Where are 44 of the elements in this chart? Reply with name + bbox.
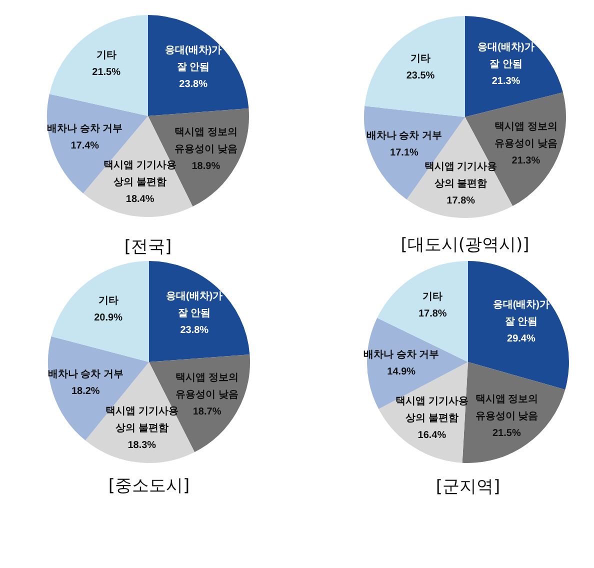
slice-label: 배차나 승차 거부 bbox=[47, 124, 123, 135]
slice-label: 택시앱 기기사용 상의 불편함 bbox=[396, 396, 468, 424]
data-label: 18.4% bbox=[126, 194, 154, 205]
data-label: 17.8% bbox=[446, 195, 476, 206]
data-label: 18.3% bbox=[128, 440, 156, 452]
data-label: 20.9% bbox=[94, 312, 123, 324]
data-label: 21.3% bbox=[492, 76, 520, 88]
slice-label: 응대(배차)가 잘 안됨 bbox=[478, 42, 534, 70]
slice-label: 응대(배차)가 잘 안됨 bbox=[492, 300, 550, 328]
data-label: 21.5% bbox=[92, 67, 121, 78]
slice-label: 배차나 승차 거부 bbox=[364, 349, 440, 360]
slice-label: 택시앱 정보의 유용성이 낮음 bbox=[176, 372, 238, 401]
slice-label: 기타 bbox=[96, 50, 116, 62]
slice-label: 배차나 승차 거부 bbox=[48, 368, 124, 380]
slice-label: 택시앱 정보의 유용성이 낮음 bbox=[475, 394, 538, 422]
text: [대도시(광역시)] bbox=[400, 234, 530, 256]
slice-label: 택시앱 기기사용 상의 불편함 bbox=[424, 161, 498, 190]
slice-label: 택시앱 기기사용 상의 불편함 bbox=[104, 160, 176, 188]
data-label: 18.7% bbox=[192, 406, 222, 418]
slice-label: 택시앱 정보의 유용성이 낮음 bbox=[174, 126, 238, 155]
text: [전국] bbox=[123, 236, 173, 258]
slice-label: 배차나 승차 거부 bbox=[366, 130, 442, 142]
data-label: 17.8% bbox=[418, 308, 447, 320]
slice-label: 기타 bbox=[410, 54, 430, 65]
slice-label: 응대(배차)가 잘 안됨 bbox=[164, 44, 222, 73]
slice-label: 기타 bbox=[98, 295, 118, 306]
slice-label: 택시앱 정보의 유용성이 낮음 bbox=[494, 122, 558, 150]
data-label: 18.9% bbox=[192, 160, 220, 172]
data-label: 23.8% bbox=[180, 324, 209, 336]
data-label: 21.3% bbox=[512, 156, 540, 167]
data-label: 17.4% bbox=[70, 140, 100, 152]
data-label: 16.4% bbox=[418, 430, 446, 441]
data-label: 14.9% bbox=[387, 366, 416, 378]
text: [군지역] bbox=[434, 476, 502, 498]
data-label: 21.5% bbox=[492, 428, 521, 440]
data-label: 29.4% bbox=[507, 334, 536, 345]
data-label: 23.8% bbox=[179, 78, 208, 90]
data-label: 18.2% bbox=[71, 386, 100, 397]
slice-label: 기타 bbox=[422, 292, 443, 303]
text: [중소도시] bbox=[107, 475, 191, 497]
data-label: 17.1% bbox=[390, 148, 418, 159]
slice-label: 응대(배차)가 잘 안됨 bbox=[166, 290, 223, 319]
slice-label: 택시앱 기기사용 상의 불편함 bbox=[105, 406, 178, 434]
data-label: 23.5% bbox=[406, 70, 435, 82]
